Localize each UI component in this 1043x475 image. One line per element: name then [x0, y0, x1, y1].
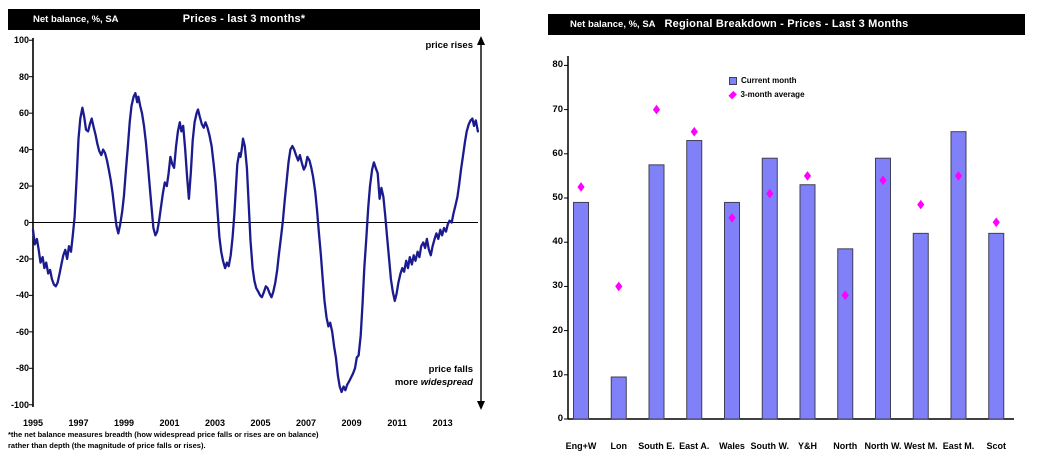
- annotation-more: more: [394, 377, 421, 388]
- x-tick-label: 2013: [432, 418, 453, 428]
- avg-marker-South E.: [652, 104, 661, 115]
- legend-current-month-label: Current month: [741, 76, 797, 85]
- y-tick-label: 80: [18, 71, 29, 82]
- avg-marker-East A.: [690, 126, 698, 137]
- avg-marker-South W.: [766, 188, 774, 199]
- y-tick-label: 0: [23, 217, 29, 228]
- bar-Wales: [724, 201, 740, 420]
- y-tick-label: 60: [18, 108, 29, 119]
- category-label: North W.: [864, 441, 902, 451]
- x-tick-label: 2003: [205, 418, 226, 428]
- category-label: East M.: [942, 441, 975, 451]
- y-tick-label: 20: [18, 181, 29, 192]
- net-balance-line-series: [31, 91, 480, 394]
- right-chart-title: Regional Breakdown - Prices - Last 3 Mon…: [664, 18, 909, 30]
- y-tick-label: -40: [15, 290, 29, 301]
- legend-3-month-average-label: 3-month average: [740, 90, 805, 99]
- y-tick-label: -80: [15, 363, 29, 374]
- legend-3-month-average: 3-month average: [728, 90, 805, 99]
- category-label: West M.: [903, 441, 938, 451]
- y-tick-label: 20: [552, 324, 563, 336]
- category-label: Wales: [719, 441, 745, 451]
- bar-West M.: [912, 232, 929, 420]
- bar-Eng+W: [573, 201, 589, 420]
- bar-North W.: [875, 157, 891, 420]
- y-tick-label: -20: [15, 253, 29, 264]
- y-tick-label: 80: [552, 59, 563, 71]
- bar-chart-plot: [564, 56, 1014, 420]
- y-tick-label: 40: [552, 236, 563, 248]
- bar-Y&H: [799, 184, 816, 420]
- annotation-price-falls: price falls: [428, 364, 473, 375]
- x-tick-label: 2007: [296, 418, 317, 428]
- x-tick-label: 2011: [387, 418, 407, 428]
- y-tick-label: 50: [552, 192, 563, 203]
- line-chart-panel: Net balance, %, SA Prices - last 3 month…: [0, 0, 505, 475]
- y-tick-label: 100: [13, 35, 29, 46]
- bar-East A.: [686, 140, 703, 420]
- bar-East M.: [950, 131, 967, 420]
- footnote-line-1: *the net balance measures breadth (how w…: [8, 430, 319, 439]
- bar-swatch-icon: [729, 76, 737, 85]
- annotation-widespread: widespread: [420, 377, 473, 388]
- avg-marker-West M.: [917, 199, 925, 210]
- category-label: Y&H: [797, 441, 817, 451]
- category-label: Eng+W: [565, 441, 597, 451]
- y-tick-label: -100: [10, 399, 29, 410]
- x-tick-label: 1997: [68, 418, 89, 428]
- x-tick-label: 1999: [114, 418, 135, 428]
- x-tick-label: 2001: [159, 418, 180, 428]
- line-chart-header: Net balance, %, SA Prices - last 3 month…: [8, 9, 480, 30]
- left-unit-label: Net balance, %, SA: [33, 14, 119, 25]
- avg-marker-North: [841, 290, 849, 301]
- annotation-more-widespread: more widespread: [0, 377, 473, 388]
- category-label: Lon: [610, 441, 628, 451]
- diamond-swatch-icon: [728, 90, 737, 99]
- avg-marker-Wales: [728, 213, 736, 223]
- y-tick-label: -60: [15, 326, 29, 337]
- bar-South E.: [648, 164, 665, 420]
- y-tick-label: 70: [552, 103, 563, 115]
- category-label: Scot: [986, 441, 1006, 451]
- bar-Scot: [988, 232, 1005, 420]
- x-tick-label: 2005: [250, 418, 271, 428]
- avg-marker-Eng+W: [577, 182, 585, 192]
- x-tick-label: 2009: [341, 418, 362, 428]
- x-tick-label: 1995: [22, 418, 44, 428]
- avg-marker-Scot: [992, 217, 1000, 228]
- y-tick-label: 40: [18, 144, 29, 155]
- arrow-up-icon: [477, 36, 485, 45]
- bar-chart-panel: Net balance, %, SA Regional Breakdown - …: [543, 0, 1043, 475]
- annotation-price-rises: price rises: [425, 40, 473, 51]
- arrow-down-icon: [477, 401, 485, 410]
- line-chart-plot: [29, 36, 485, 410]
- right-unit-label: Net balance, %, SA: [570, 19, 656, 30]
- bar-North: [837, 248, 854, 420]
- avg-marker-Y&H: [803, 171, 812, 181]
- y-tick-label: 10: [552, 368, 563, 380]
- category-label: North: [833, 441, 858, 451]
- category-label: South W.: [750, 441, 790, 451]
- left-chart-title: Prices - last 3 months*: [182, 13, 306, 25]
- y-tick-label: 0: [557, 413, 563, 424]
- avg-marker-East M.: [954, 171, 963, 181]
- bar-chart-header: Net balance, %, SA Regional Breakdown - …: [548, 14, 1025, 35]
- category-label: South E.: [638, 441, 675, 451]
- category-label: East A.: [679, 441, 710, 451]
- footnote-line-2: rather than depth (the magnitude of pric…: [8, 441, 206, 450]
- y-tick-label: 30: [552, 280, 563, 292]
- avg-marker-North W.: [879, 175, 887, 186]
- bar-Lon: [610, 376, 627, 420]
- y-tick-label: 60: [552, 147, 563, 159]
- chart-legend: Current month 3-month average: [728, 76, 805, 104]
- legend-current-month: Current month: [729, 76, 805, 85]
- bar-South W.: [761, 157, 778, 420]
- avg-marker-Lon: [615, 281, 623, 292]
